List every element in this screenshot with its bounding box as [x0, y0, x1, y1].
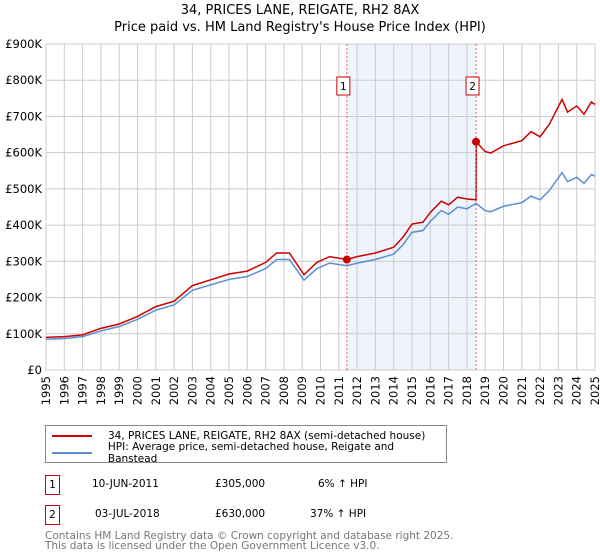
x-tick-label: 2025	[588, 376, 600, 405]
y-tick-label: £300K	[5, 254, 42, 268]
sale-date: 10-JUN-2011	[92, 478, 159, 490]
sale-row: 1 10-JUN-2011 £305,000 6% ↑ HPI	[45, 475, 465, 495]
x-tick-label: 1995	[39, 376, 53, 405]
x-tick-label: 2006	[240, 376, 254, 405]
x-tick-label: 2014	[387, 376, 401, 405]
x-tick-label: 2019	[478, 376, 492, 405]
sale-price: £630,000	[215, 508, 266, 520]
sale-point	[472, 137, 481, 146]
x-tick-label: 2012	[350, 376, 364, 405]
y-tick-label: £200K	[5, 291, 42, 305]
sale-marker-box	[336, 76, 351, 96]
x-tick-label: 2017	[442, 376, 456, 405]
legend-swatch-red	[52, 435, 92, 437]
plot-area: £0 £100K £200K £300K £400K £500K £600K £700K £80…	[5, 37, 600, 405]
x-tick-label: 2023	[551, 376, 565, 405]
y-tick-label: £0	[27, 363, 42, 377]
y-tick-label: £400K	[5, 218, 42, 232]
sale-marker-label: 2	[469, 81, 476, 93]
sale-marker-label: 1	[340, 81, 347, 93]
x-tick-label: 2003	[185, 376, 199, 405]
x-tick-label: 1997	[76, 376, 90, 405]
legend: 34, PRICES LANE, REIGATE, RH2 8AX (semi-…	[45, 425, 447, 465]
sale-delta: 37% ↑ HPI	[310, 508, 367, 520]
y-tick-label: £700K	[5, 109, 42, 123]
x-tick-label: 2024	[570, 376, 584, 405]
sale-marker: 2	[45, 505, 60, 525]
chart-title: 34, PRICES LANE, REIGATE, RH2 8AX	[180, 3, 420, 18]
series-line-hpi	[45, 171, 596, 340]
x-tick-label: 2000	[131, 376, 145, 405]
legend-item-property: 34, PRICES LANE, REIGATE, RH2 8AX (semi-…	[46, 428, 425, 444]
chart-subtitle: Price paid vs. HM Land Registry's House …	[114, 20, 486, 35]
legend-item-hpi: HPI: Average price, semi-detached house,…	[46, 441, 446, 465]
x-tick-label: 2009	[295, 376, 309, 405]
footer-line: Contains HM Land Registry data © Crown c…	[45, 530, 454, 542]
x-tick-label: 2011	[332, 376, 346, 405]
x-tick-label: 2008	[277, 376, 291, 405]
legend-swatch-blue	[52, 452, 92, 454]
y-tick-label: £500K	[5, 182, 42, 196]
x-tick-label: 2016	[423, 376, 437, 405]
x-tick-label: 2004	[204, 376, 218, 405]
x-tick-label: 2005	[222, 376, 236, 405]
footer: Contains HM Land Registry data © Crown c…	[45, 530, 454, 552]
x-tick-label: 2022	[533, 376, 547, 405]
x-tick-label: 1996	[57, 376, 71, 405]
x-tick-label: 1999	[112, 376, 126, 405]
x-tick-label: 2015	[405, 376, 419, 405]
footer-line: This data is licensed under the Open Gov…	[45, 540, 380, 552]
x-tick-label: 2013	[368, 376, 382, 405]
y-tick-label: £100K	[5, 327, 42, 341]
x-tick-label: 2007	[259, 376, 273, 405]
series-line-property	[45, 97, 596, 339]
legend-label: 34, PRICES LANE, REIGATE, RH2 8AX (semi-…	[108, 430, 426, 442]
sale-point	[342, 255, 351, 264]
sale-delta: 6% ↑ HPI	[318, 478, 368, 490]
x-tick-label: 2002	[167, 376, 181, 405]
x-tick-label: 2018	[460, 376, 474, 405]
shaded-ownership-period	[346, 44, 477, 370]
x-tick-label: 2020	[497, 376, 511, 405]
y-tick-label: £600K	[5, 146, 42, 160]
plot-frame	[45, 43, 596, 371]
x-tick-label: 2021	[515, 376, 529, 405]
sale-row: 2 03-JUL-2018 £630,000 37% ↑ HPI	[45, 505, 465, 525]
x-tick-label: 2001	[149, 376, 163, 405]
sale-marker-box	[465, 76, 480, 96]
y-tick-label: £800K	[5, 73, 42, 87]
x-tick-label: 1998	[94, 376, 108, 405]
sale-marker: 1	[45, 475, 60, 495]
sale-date: 03-JUL-2018	[95, 508, 160, 520]
x-tick-label: 2010	[314, 376, 328, 405]
y-tick-label: £900K	[5, 37, 42, 51]
legend-label: HPI: Average price, semi-detached house,…	[107, 441, 395, 465]
sale-price: £305,000	[215, 478, 266, 490]
